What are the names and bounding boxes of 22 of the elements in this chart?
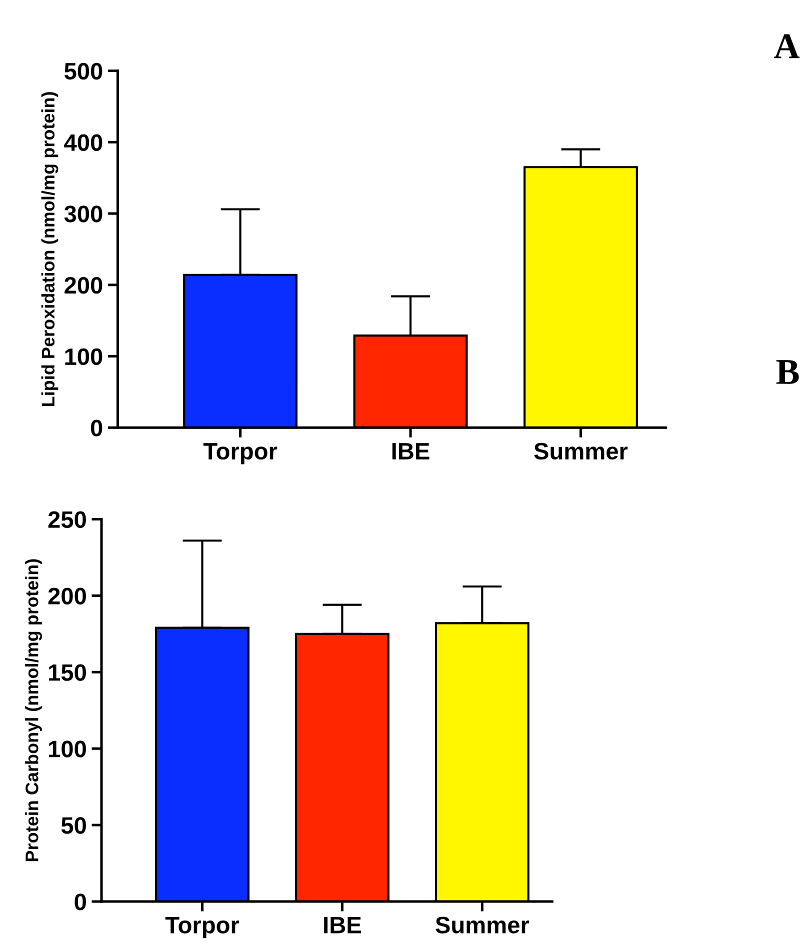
x-tick-label: Summer xyxy=(534,442,628,460)
text: B xyxy=(776,360,799,384)
y-tick-label: 250 xyxy=(48,511,86,528)
x-tick-label: Torpor xyxy=(203,443,278,464)
y-tick-label: 200 xyxy=(48,588,86,604)
y-tick-label: 200 xyxy=(64,276,102,294)
x-tick-label: Torpor xyxy=(165,916,240,938)
y-tick-label: 50 xyxy=(61,817,86,834)
x-tick-label: IBE xyxy=(324,916,361,934)
y-tick-label: 300 xyxy=(64,206,102,222)
y-tick-label: 100 xyxy=(49,740,86,758)
x-tick-label: Summer xyxy=(436,916,530,934)
text: A xyxy=(774,34,800,58)
y-tick-label: 0 xyxy=(90,420,102,436)
y-axis-title: Protein Carbonyl (nmol/mg protein) xyxy=(25,559,42,862)
y-tick-label: 150 xyxy=(49,664,86,681)
y-tick-label: 500 xyxy=(64,62,102,80)
y-axis-title: Lipid Peroxidation (nmol/mg protein) xyxy=(41,92,58,406)
y-tick-label: 100 xyxy=(65,348,102,366)
x-tick-label: IBE xyxy=(392,443,430,460)
y-tick-label: 400 xyxy=(64,134,102,151)
y-tick-label: 0 xyxy=(74,894,86,910)
